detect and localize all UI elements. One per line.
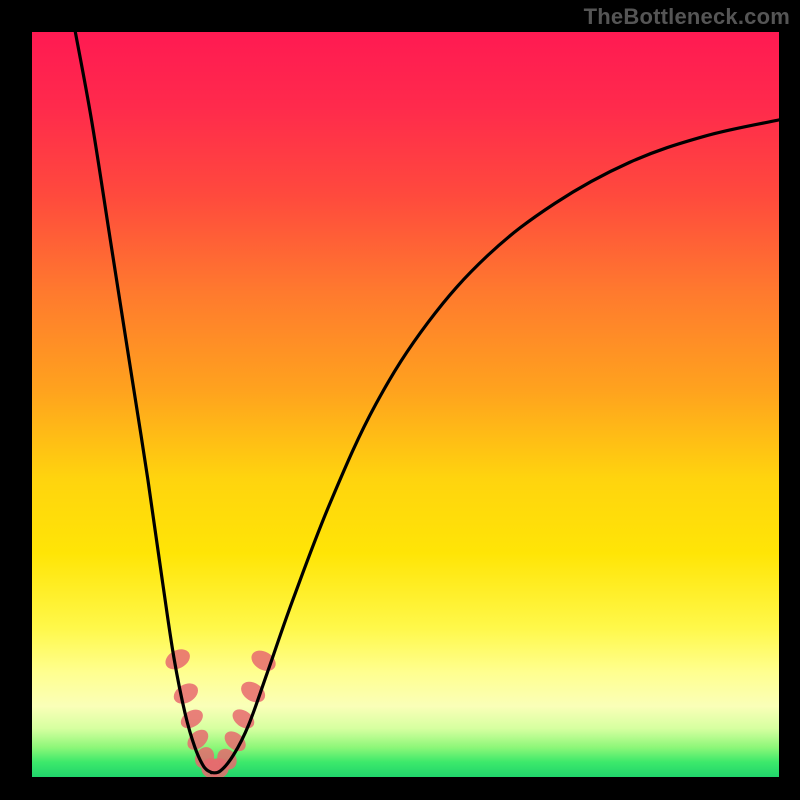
plot-background xyxy=(32,32,779,777)
chart-svg xyxy=(0,0,800,800)
chart-frame: TheBottleneck.com xyxy=(0,0,800,800)
watermark-text: TheBottleneck.com xyxy=(584,4,790,30)
